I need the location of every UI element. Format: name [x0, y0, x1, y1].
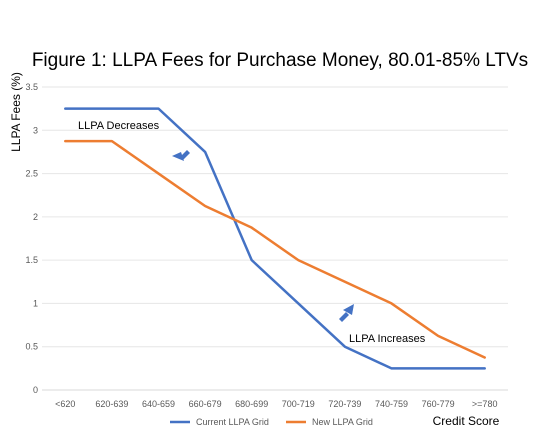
y-tick-label: 3: [33, 125, 38, 135]
annotation-llpa-decreases: LLPA Decreases: [78, 120, 160, 132]
legend-label-current: Current LLPA Grid: [196, 417, 269, 427]
y-tick-label: 1: [33, 298, 38, 308]
x-tick-label: <620: [55, 399, 75, 409]
y-axis-label: LLPA Fees (%): [9, 72, 23, 152]
chart-title: Figure 1: LLPA Fees for Purchase Money, …: [32, 50, 528, 71]
series-line-current-llpa-grid: [65, 109, 484, 369]
x-tick-label: 620-639: [95, 399, 128, 409]
y-tick-label: 2: [33, 212, 38, 222]
legend: Current LLPA Grid New LLPA Grid: [170, 417, 373, 427]
annotation-llpa-increases: LLPA Increases: [349, 333, 426, 345]
series-lines: [65, 109, 485, 369]
y-tick-label: 2.5: [25, 169, 38, 179]
y-tick-label: 3.5: [25, 82, 38, 92]
x-tick-label: 700-719: [282, 399, 315, 409]
x-tick-label: 740-759: [375, 399, 408, 409]
x-axis-label: Credit Score: [433, 414, 500, 428]
x-tick-label: 760-779: [422, 399, 455, 409]
legend-label-new: New LLPA Grid: [312, 417, 373, 427]
x-tick-label: >=780: [472, 399, 498, 409]
y-tick-label: 1.5: [25, 255, 38, 265]
up-right-arrow-shaft: [339, 312, 349, 322]
x-tick-label: 660-679: [189, 399, 222, 409]
y-tick-label: 0: [33, 385, 38, 395]
x-tick-label: 640-659: [142, 399, 175, 409]
x-tick-label: 720-739: [328, 399, 361, 409]
x-tick-label: 680-699: [235, 399, 268, 409]
y-tick-label: 0.5: [25, 342, 38, 352]
gridlines: [42, 87, 508, 390]
